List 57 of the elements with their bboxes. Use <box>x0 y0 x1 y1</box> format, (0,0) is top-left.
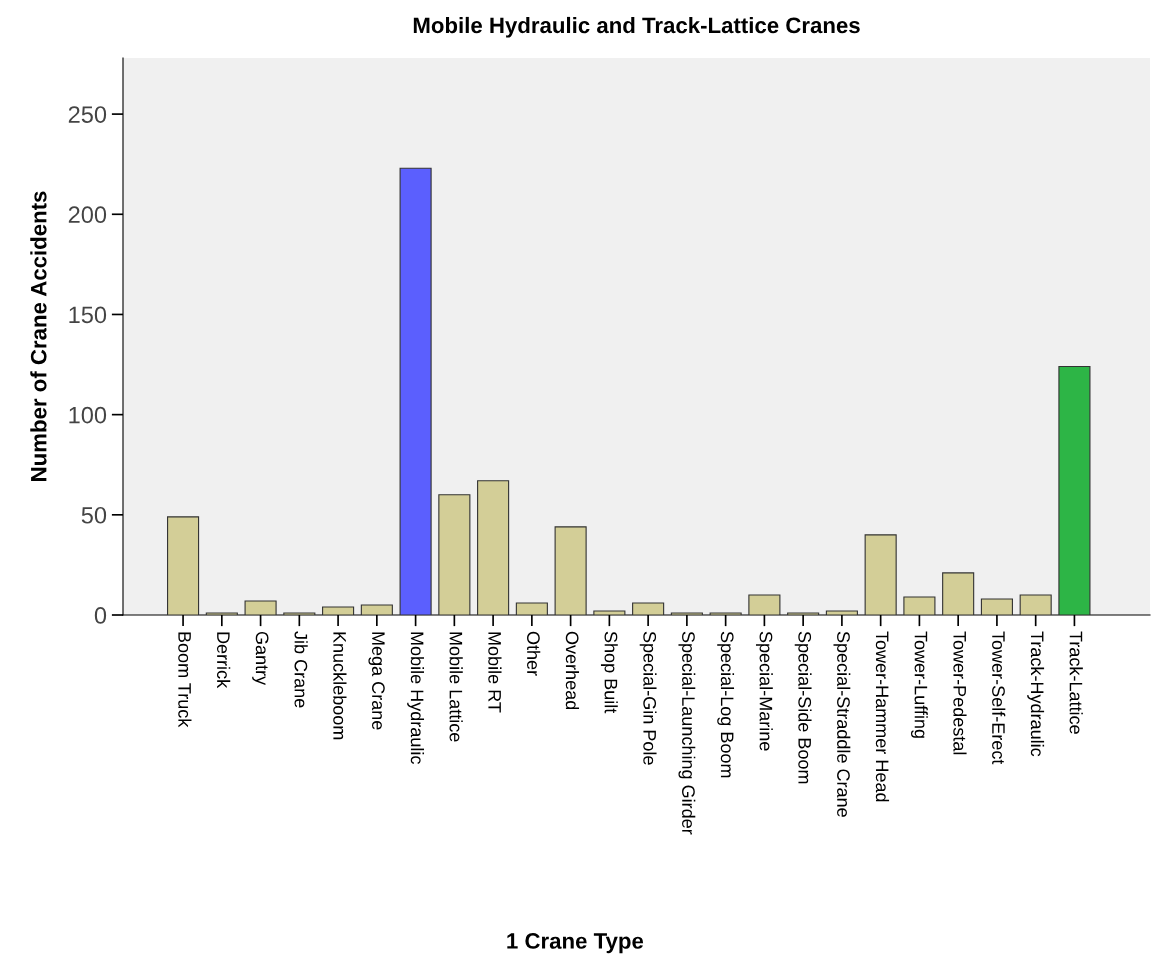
chart-title: Mobile Hydraulic and Track-Lattice Cranes <box>413 16 860 38</box>
x-tick-label: Gantry <box>252 631 269 686</box>
x-tick-label: Shop Built <box>600 631 618 714</box>
x-tick-label: Track-Lattice <box>1069 631 1083 734</box>
x-tick-label: Derrick <box>216 632 231 689</box>
x-axis-title: 1 Crane Type <box>507 933 644 954</box>
bar <box>670 612 703 615</box>
bar <box>942 572 975 615</box>
bar <box>787 612 820 615</box>
x-tick-label: Tower-Hammer Head <box>875 631 890 802</box>
bar <box>632 602 665 615</box>
x-tick-label: Boom Truck <box>178 632 192 728</box>
x-tick-label: Tower-Pedestal <box>953 631 967 755</box>
bar <box>593 610 626 615</box>
x-tick-label: Special-Log Boom <box>717 631 735 778</box>
bar <box>825 610 858 615</box>
bar <box>477 480 510 615</box>
bar <box>322 606 355 615</box>
y-tick-label: 200 <box>68 206 107 224</box>
x-tick-label: Special-Marine <box>755 631 773 751</box>
bar <box>399 167 432 615</box>
x-tick-label: Tower-Luffing <box>910 631 928 738</box>
x-tick-label: Special-Gin Pole <box>639 631 657 765</box>
bar <box>864 534 897 615</box>
bar <box>554 526 587 615</box>
x-tick-label: Track-Hydraulic <box>1027 631 1045 757</box>
bar <box>205 612 238 615</box>
bar <box>438 494 471 615</box>
x-tick-label: Special-Straddle Crane <box>833 631 851 817</box>
bar <box>244 600 277 615</box>
x-tick-label: Jib Crane <box>294 631 308 708</box>
x-tick-label: Mobile Hydraulic <box>407 632 425 764</box>
x-tick-label: Other <box>527 631 541 676</box>
y-tick-label: 100 <box>69 406 107 424</box>
x-tick-label: Knuckleboom <box>333 632 347 740</box>
x-tick-label: Special-Launching Girder <box>678 631 696 835</box>
x-tick-label: Tower-Self-Erect <box>992 631 1006 765</box>
bar <box>515 602 548 615</box>
y-tick-label: 0 <box>94 607 107 624</box>
bar <box>167 516 200 615</box>
x-tick-label: Mega Crane <box>368 632 385 730</box>
y-tick-label: 250 <box>68 106 107 123</box>
bar <box>283 612 316 615</box>
x-tick-label: Special-Side Boom <box>794 631 812 784</box>
bar <box>1058 365 1091 615</box>
bar <box>360 604 393 615</box>
y-axis-title: Number of Crane Accidents <box>30 191 47 481</box>
x-tick-label: Mobile RT <box>488 632 502 713</box>
x-tick-label: Overhead <box>565 631 580 710</box>
bar <box>1019 594 1052 615</box>
bar <box>903 596 936 615</box>
bar <box>748 594 781 615</box>
y-tick-label: 150 <box>69 306 107 324</box>
bar <box>980 598 1013 615</box>
y-tick-label: 50 <box>81 506 107 524</box>
x-tick-label: Mobile Lattice <box>449 632 463 742</box>
bar <box>709 612 742 615</box>
